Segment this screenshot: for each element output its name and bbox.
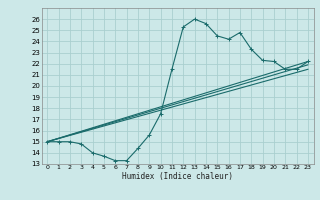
X-axis label: Humidex (Indice chaleur): Humidex (Indice chaleur)	[122, 172, 233, 181]
